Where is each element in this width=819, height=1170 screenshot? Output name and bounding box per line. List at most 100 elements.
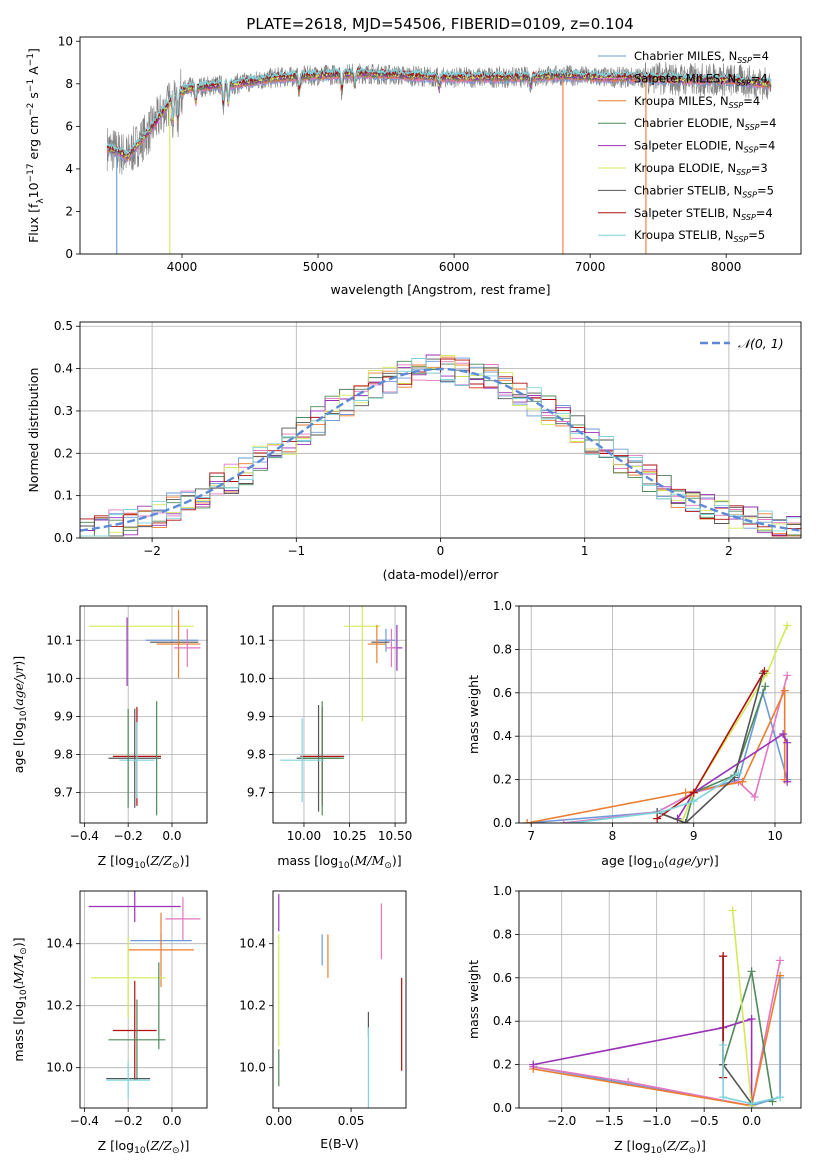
y-tick-label: 10.4: [46, 937, 73, 951]
x-tick-label: −1.5: [595, 1114, 624, 1128]
y-tick-label: 10.1: [46, 633, 73, 647]
x-tick-label: 7000: [575, 260, 606, 274]
y-axis-label: mass weight: [466, 960, 481, 1039]
y-tick-label: 9.8: [54, 747, 73, 761]
label-part: M/M: [11, 953, 26, 985]
mass-weight-marker: [738, 777, 747, 786]
legend-entry: Chabrier MILES, NSSP=4: [634, 49, 769, 65]
x-axis-label: wavelength [Angstrom, rest frame]: [330, 282, 550, 297]
gaussian-reference-curve: [80, 367, 801, 532]
y-tick-label: 0.2: [493, 1058, 512, 1072]
histogram-steps: [80, 358, 801, 537]
mass-weight-marker: [747, 967, 756, 976]
label-part: Z [log: [98, 1138, 134, 1153]
residuals-plot-area: [80, 354, 801, 537]
label-part: −1: [26, 53, 36, 66]
y-tick-label: 9.9: [247, 709, 266, 723]
x-tick-label: −2: [143, 544, 161, 558]
age-vs-Z-frame: [79, 605, 208, 824]
y-tick-label: 0.0: [54, 531, 73, 545]
y-axis-label: age [log10(age/yr)]: [11, 656, 29, 773]
label-part: 10: [19, 989, 29, 1001]
legend-sub: SSP: [741, 213, 756, 222]
label-part: (: [664, 853, 669, 868]
legend-sub: SSP: [744, 146, 759, 155]
mass-weight-marker: [734, 769, 743, 778]
label-part: )]: [696, 1138, 706, 1153]
legend-model: Salpeter ELODIE, N: [634, 139, 744, 153]
age-vs-mass-frame: [272, 605, 407, 824]
mass-weight-marker: [776, 971, 785, 980]
mass-weight-marker: [523, 819, 532, 823]
legend-model: Chabrier ELODIE, N: [634, 116, 745, 130]
x-tick-label: −0.4: [70, 829, 99, 843]
mass-weight-marker: [761, 682, 770, 691]
legend-model: Kroupa STELIB, N: [634, 228, 734, 242]
mass-weight-marker: [783, 621, 792, 630]
label-part: )]: [11, 656, 26, 666]
label-part: 10: [19, 710, 29, 722]
mass-weight-line: [533, 1017, 753, 1104]
x-tick-label: 10: [767, 829, 782, 843]
y-tick-label: 0.0: [493, 816, 512, 830]
legend-nssp: =5: [748, 228, 765, 242]
x-tick-label: 0.0: [162, 829, 181, 843]
y-tick-label: 10.0: [239, 1061, 266, 1075]
label-part: 10: [134, 1146, 146, 1156]
mass-weight-marker: [747, 1099, 756, 1108]
x-tick-label: 6000: [439, 260, 470, 274]
x-axis-label: age [log10(age/yr)]: [601, 853, 718, 871]
x-tick-label: −2.0: [547, 1114, 576, 1128]
x-tick-label: 8: [609, 829, 617, 843]
x-tick-label: 2: [725, 544, 733, 558]
mass-weight-marker: [779, 730, 788, 739]
age-vs-mass-axes: 10.00 10.25 10.50 9.7 9.8 9.9 10.0 10.1 mass [lo…: [239, 606, 412, 871]
label-part: )]: [392, 853, 402, 868]
mass-weight-marker: [681, 788, 690, 797]
y-axis-label: Flux [fλ10−17 erg cm−2 s−1 A−1]: [26, 48, 46, 243]
mass-weight-line: [722, 1045, 781, 1105]
mass-weight-marker: [529, 1060, 538, 1069]
spectrum-axes: 4000 5000 6000 7000 8000 0 2 4 6 8 10 wavelength [A…: [26, 34, 741, 297]
legend-sub: SSP: [742, 190, 757, 199]
x-tick-label: 0.00: [265, 1114, 292, 1128]
y-tick-label: 10.0: [46, 671, 73, 685]
legend-sub: SSP: [745, 123, 760, 132]
x-tick-label: 0.05: [338, 1114, 365, 1128]
y-tick-label: 2: [65, 204, 73, 218]
legend-sub: SSP: [736, 78, 751, 87]
label-part: age [log: [601, 853, 652, 868]
legend-model: Chabrier MILES, N: [634, 49, 737, 63]
label-part: Z/Z: [149, 1138, 172, 1153]
x-tick-label: −0.2: [114, 829, 143, 843]
mass-weight-line: [533, 960, 781, 1107]
y-tick-label: 0.4: [54, 362, 73, 376]
y-tick-label: 0.4: [493, 1014, 512, 1028]
x-axis-label: mass [log10(M/M⊙)]: [277, 853, 401, 871]
label-part: age/yr: [11, 665, 26, 706]
spectrum-model-line: [106, 66, 772, 156]
mass-weight-marker: [677, 819, 686, 823]
mass-weight-marker: [689, 788, 698, 797]
x-tick-label: 1: [581, 544, 589, 558]
mass-weight-marker: [750, 792, 759, 801]
mass-weight-marker: [689, 797, 698, 806]
x-axis-label: Z [log10(Z/Z⊙)]: [98, 853, 190, 871]
y-tick-label: 0.2: [493, 773, 512, 787]
label-part: A: [26, 66, 41, 79]
residuals-frame: [79, 321, 802, 539]
legend-entry: 𝒩(0, 1): [738, 336, 784, 351]
label-part: (: [146, 853, 151, 868]
y-tick-label: 10.2: [46, 999, 73, 1013]
label-part: Z [log: [98, 853, 134, 868]
x-tick-label: 10.50: [378, 829, 412, 843]
y-tick-label: 10.0: [239, 671, 266, 685]
y-tick-label: 0.4: [493, 729, 512, 743]
x-axis-label: (data-model)/error: [383, 567, 500, 582]
age-vs-mass-plot-area: [280, 606, 403, 816]
y-tick-label: 10.1: [239, 633, 266, 647]
label-part: −2: [26, 103, 36, 116]
x-axis-label: E(B-V): [320, 1136, 359, 1151]
legend-entry: Kroupa MILES, NSSP=4: [634, 94, 760, 110]
mass-vs-Z-plot-area: [88, 891, 201, 1099]
